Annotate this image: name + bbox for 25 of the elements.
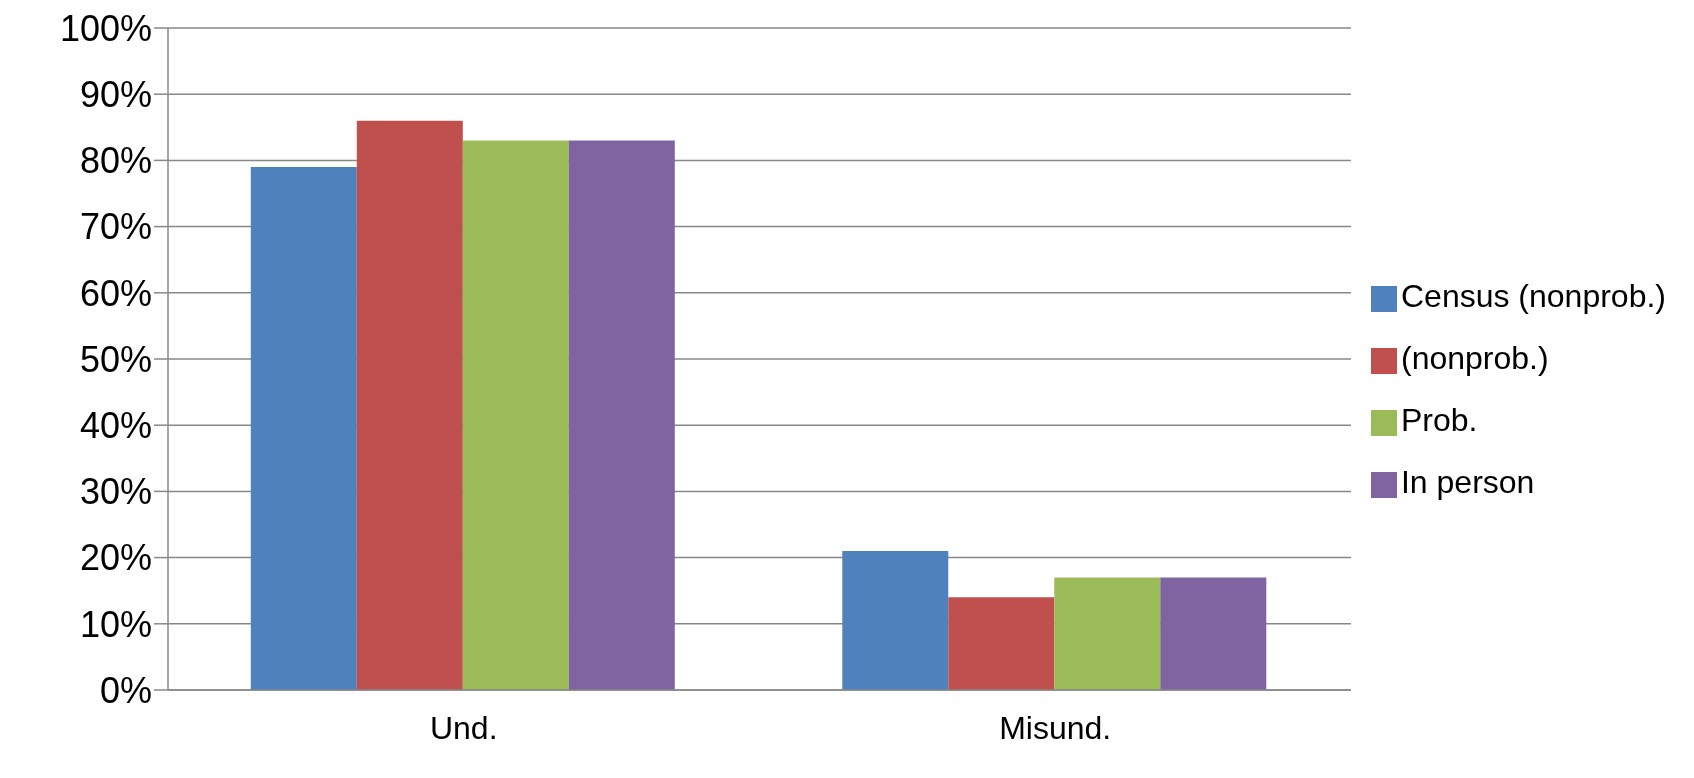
- legend-label: (nonprob.): [1400, 340, 1549, 376]
- bar: [356, 120, 463, 690]
- y-tick-label: 20%: [79, 537, 152, 579]
- bar: [568, 140, 675, 690]
- y-tick-label: 90%: [79, 73, 152, 115]
- bar: [462, 140, 569, 690]
- bar: [1160, 577, 1267, 690]
- y-tick-label: 30%: [79, 471, 152, 513]
- y-tick-label: 40%: [79, 404, 152, 446]
- y-tick-label: 60%: [79, 272, 152, 314]
- bar: [948, 597, 1055, 690]
- bar: [1054, 577, 1161, 690]
- y-tick-label: 100%: [59, 7, 152, 49]
- x-tick-label: Misund.: [999, 709, 1112, 746]
- y-tick-label: 80%: [79, 140, 152, 182]
- bar: [250, 167, 357, 690]
- y-tick-label: 70%: [79, 206, 152, 248]
- bar: [842, 550, 949, 690]
- y-tick-label: 10%: [79, 603, 152, 645]
- legend-label: Census (nonprob.): [1400, 278, 1666, 314]
- legend-label: Prob.: [1400, 402, 1478, 438]
- legend-label: In person: [1400, 464, 1535, 500]
- x-tick-label: Und.: [429, 709, 498, 746]
- y-tick-label: 50%: [79, 338, 152, 380]
- y-tick-label: 0%: [99, 669, 152, 711]
